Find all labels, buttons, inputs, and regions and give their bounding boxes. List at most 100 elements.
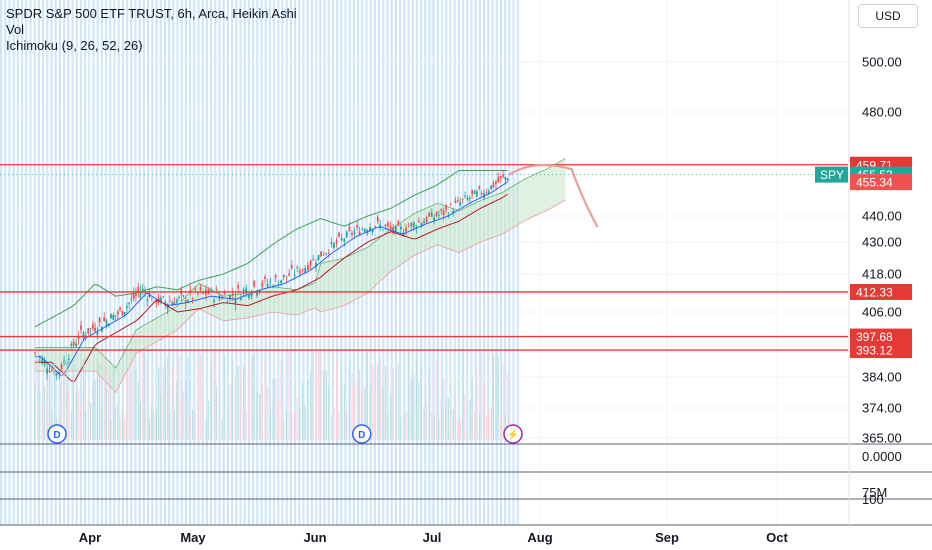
session-band (4, 0, 7, 525)
time-tick-label: May (180, 530, 206, 545)
volume-bar (485, 415, 488, 440)
candle-body (435, 212, 438, 217)
currency-button[interactable]: USD (858, 4, 918, 28)
session-band (298, 0, 301, 525)
time-axis: Apr May Jun Jul Aug Sep Oct (79, 530, 789, 545)
volume-bar (199, 354, 202, 440)
indicator-ichimoku[interactable]: Ichimoku (9, 26, 52, 26) (6, 38, 143, 53)
candle-body (72, 341, 75, 346)
session-band (12, 0, 15, 525)
session-band (63, 0, 66, 525)
candle-body (169, 301, 171, 302)
candle-body (345, 231, 348, 237)
candle-body (317, 254, 320, 261)
symbol-tag-text: SPY (820, 168, 844, 182)
session-band (42, 0, 45, 525)
volume-bar (296, 398, 298, 440)
drawn-curve (508, 163, 599, 228)
candle-body (231, 293, 234, 296)
volume-bar (77, 387, 80, 440)
symbol-tag (815, 166, 848, 183)
volume-bar (351, 373, 353, 440)
volume-bar (176, 382, 178, 440)
session-band (33, 0, 36, 525)
candle-body (182, 295, 185, 297)
candle-body (70, 343, 73, 346)
volume-bar (433, 415, 435, 440)
volume-bar (353, 386, 356, 440)
candle-body (166, 303, 169, 310)
volume-bar (389, 395, 392, 440)
candle-body (253, 280, 256, 287)
session-band (100, 0, 103, 525)
price-tick-label: 440.00 (862, 209, 902, 224)
candle-body (335, 240, 338, 244)
session-band (243, 0, 246, 525)
volume-bar (364, 387, 366, 440)
volume-bar (335, 358, 338, 440)
candle-body (75, 343, 78, 347)
candle-body (387, 222, 389, 227)
volume-bar (96, 360, 99, 440)
volume-bar (41, 402, 43, 440)
session-band (79, 0, 82, 525)
candle-body (194, 288, 197, 290)
volume-bar (121, 409, 123, 440)
candle-body (351, 232, 353, 235)
session-band (214, 0, 217, 525)
candle-body (155, 300, 158, 303)
session-band (222, 0, 225, 525)
volume-bar (466, 402, 469, 440)
session-band (462, 0, 465, 525)
candle-body (215, 289, 218, 291)
volume-bar (371, 364, 374, 440)
level-tag-text: 393.12 (856, 344, 893, 358)
volume-bar (457, 419, 459, 440)
chart-legend: SPDR S&P 500 ETF TRUST, 6h, Arca, Heikin… (6, 6, 297, 54)
candle-body (473, 190, 476, 194)
candle-body (327, 252, 330, 254)
volume-bar (133, 351, 135, 440)
candle-body (506, 178, 509, 181)
session-band (0, 0, 3, 525)
session-band (281, 0, 284, 525)
volume-bar (267, 386, 269, 440)
volume-bar (473, 412, 476, 440)
candle-body (202, 292, 205, 294)
volume-bar (447, 397, 450, 440)
session-band (46, 0, 49, 525)
volume-bar (387, 414, 389, 440)
candle-body (333, 242, 335, 249)
session-band (504, 0, 507, 525)
indicator-vol[interactable]: Vol (6, 22, 25, 37)
candle-body (504, 176, 507, 180)
volume-bar (148, 417, 151, 440)
candle-body (464, 195, 466, 197)
volume-bar (377, 364, 379, 440)
candle-body (425, 217, 428, 222)
volume-bar (420, 368, 423, 440)
session-band (147, 0, 150, 525)
volume-bar (39, 390, 41, 440)
volume-bar (291, 412, 293, 440)
volume-bar (408, 351, 410, 440)
level-tag-text: 397.68 (856, 330, 893, 344)
candle-body (82, 332, 85, 339)
candle-body (94, 327, 97, 332)
volume-bar (128, 357, 130, 440)
candle-body (363, 229, 366, 232)
volume-bar (280, 360, 282, 440)
session-band (126, 0, 129, 525)
session-band (407, 0, 410, 525)
candle-body (184, 300, 187, 304)
candle-body (371, 228, 374, 233)
volume-bar (410, 376, 412, 440)
candle-body (478, 185, 481, 189)
candle-body (356, 225, 359, 228)
candle-body (428, 212, 431, 217)
candle-body (410, 222, 413, 227)
session-band (50, 0, 53, 525)
volume-bar (464, 394, 466, 440)
session-band (8, 0, 11, 525)
